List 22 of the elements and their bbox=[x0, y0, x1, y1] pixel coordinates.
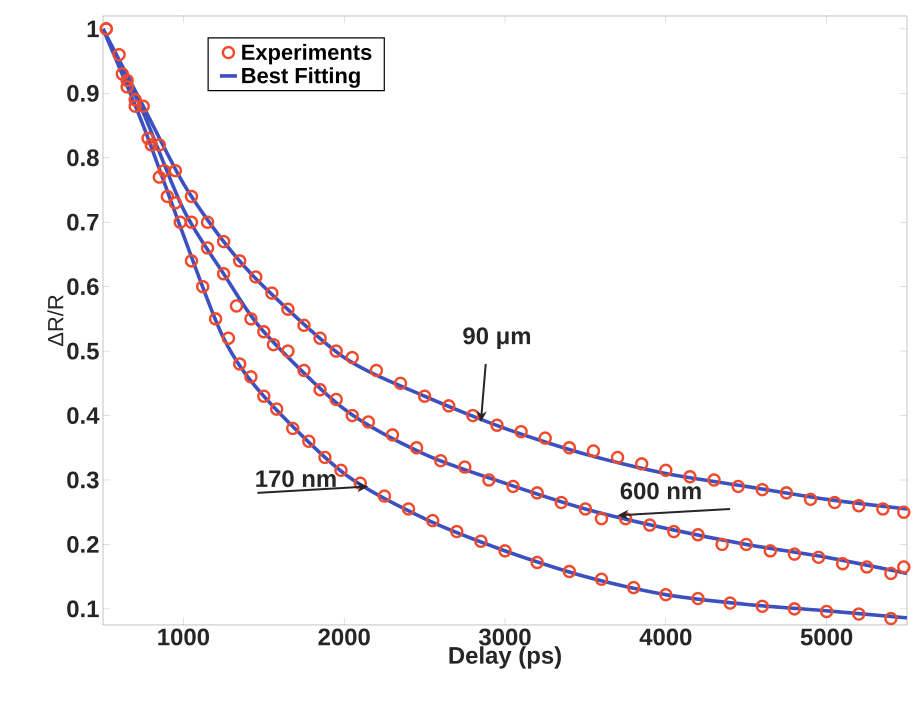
y-tick-label: 1 bbox=[88, 20, 99, 38]
annotation: 90 μm bbox=[463, 327, 530, 349]
y-tick-label: 0.4 bbox=[67, 407, 100, 424]
x-tick-label: 3000 bbox=[478, 628, 531, 646]
legend-label: Experiments bbox=[242, 44, 372, 64]
y-tick-label: 0.6 bbox=[67, 278, 99, 296]
y-tick-label: 0.7 bbox=[67, 214, 98, 231]
x-tick-label: 4000 bbox=[640, 628, 692, 646]
y-tick-label: 0.3 bbox=[67, 472, 99, 488]
annotation: 170 nm bbox=[256, 470, 336, 488]
legend-label: Best Fitting bbox=[242, 67, 360, 88]
x-tick-label: 2000 bbox=[318, 628, 370, 646]
y-tick-label: 0.1 bbox=[67, 600, 99, 618]
y-tick-label: 0.8 bbox=[67, 149, 99, 166]
y-tick-label: 0.9 bbox=[67, 84, 99, 102]
y-tick-label: 0.2 bbox=[67, 536, 99, 553]
y-tick-label: 0.5 bbox=[67, 342, 99, 360]
x-tick-label: 5000 bbox=[800, 628, 852, 646]
x-tick-label: 1000 bbox=[158, 628, 210, 646]
x-axis-title: Delay (ps) bbox=[449, 646, 561, 669]
y-axis-title: ΔR/R bbox=[47, 295, 64, 346]
annotation: 600 nm bbox=[620, 482, 701, 500]
